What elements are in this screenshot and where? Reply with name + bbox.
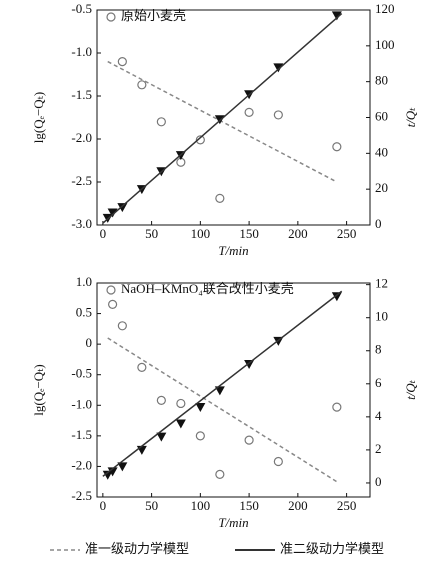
y2-tick-label: 80: [375, 73, 388, 88]
point: [137, 362, 147, 372]
y2-tick-label: 40: [375, 144, 388, 159]
y2-tick-label: 2: [375, 441, 382, 456]
y-tick-label: -1.0: [71, 396, 92, 411]
point: [107, 467, 118, 477]
point: [156, 117, 166, 127]
y2-tick-label: 120: [375, 1, 395, 16]
point: [102, 470, 113, 480]
x-tick-label: 250: [337, 498, 357, 513]
x-tick-label: 200: [288, 226, 308, 241]
y-tick-label: -1.5: [71, 87, 92, 102]
y2-tick-label: 8: [375, 342, 382, 357]
point: [273, 456, 283, 467]
legend-label: 原始小麦壳: [121, 8, 186, 23]
y2-axis-label: t/Qₜ: [403, 379, 418, 400]
fit-line: [107, 337, 338, 483]
point: [331, 11, 342, 21]
y-axis-label: lg(Qₑ−Qₜ): [31, 364, 46, 415]
legend-label: 准二级动力学模型: [280, 541, 384, 556]
legend-label: 准一级动力学模型: [85, 541, 189, 556]
y-tick-label: -2.5: [71, 173, 92, 188]
point: [156, 432, 167, 442]
point: [136, 445, 147, 455]
y2-tick-label: 12: [375, 276, 388, 291]
point: [117, 56, 127, 67]
y-tick-label: -1.5: [71, 427, 92, 442]
x-tick-label: 100: [191, 226, 211, 241]
y2-tick-label: 20: [375, 180, 388, 195]
point: [195, 431, 205, 441]
point: [273, 110, 283, 120]
x-tick-label: 150: [239, 226, 259, 241]
point: [117, 462, 128, 472]
legend-marker: [106, 12, 116, 22]
y-tick-label: -2.0: [71, 457, 92, 472]
point: [244, 107, 254, 117]
y-tick-label: 1.0: [76, 274, 92, 289]
point: [332, 402, 342, 412]
x-tick-label: 100: [191, 498, 211, 513]
y2-tick-label: 10: [375, 309, 388, 324]
point: [117, 203, 128, 213]
y-tick-label: -3.0: [71, 216, 92, 231]
x-tick-label: 0: [100, 498, 107, 513]
point: [195, 135, 205, 145]
y-axis-label: lg(Qₑ−Qₜ): [31, 92, 46, 143]
point: [214, 386, 225, 396]
y-tick-label: 0.5: [76, 305, 92, 320]
fit-line: [102, 290, 343, 477]
legend-marker: [106, 285, 116, 295]
point: [244, 435, 254, 445]
legend-label: NaOH–KMnO₄联合改性小麦壳: [121, 281, 294, 296]
y-tick-label: -0.5: [71, 366, 92, 381]
x-tick-label: 150: [239, 498, 259, 513]
point: [244, 359, 255, 369]
y-tick-label: -0.5: [71, 1, 92, 16]
point: [175, 419, 186, 429]
point: [332, 142, 342, 152]
x-tick-label: 50: [145, 498, 158, 513]
fit-line: [102, 13, 343, 224]
point: [331, 292, 342, 302]
y2-tick-label: 0: [375, 216, 382, 231]
y2-tick-label: 4: [375, 408, 382, 423]
point: [273, 63, 284, 73]
x-tick-label: 0: [100, 226, 107, 241]
point: [107, 299, 118, 309]
x-tick-label: 250: [337, 226, 357, 241]
y2-tick-label: 100: [375, 37, 395, 52]
x-tick-label: 50: [145, 226, 158, 241]
point: [117, 321, 127, 331]
point: [176, 398, 186, 409]
y-tick-label: -2.0: [71, 130, 92, 145]
plot-frame: [96, 282, 371, 498]
y-tick-label: -1.0: [71, 44, 92, 59]
x-tick-label: 200: [288, 498, 308, 513]
point: [215, 469, 225, 479]
y-tick-label: -2.5: [71, 488, 92, 503]
point: [195, 402, 206, 412]
fit-line: [107, 60, 338, 183]
point: [156, 395, 166, 405]
point: [215, 193, 225, 203]
y-tick-label: 0: [86, 335, 93, 350]
y2-tick-label: 6: [375, 375, 382, 390]
point: [137, 80, 147, 90]
x-axis-label: T/min: [218, 243, 248, 258]
y2-axis-label: t/Qₜ: [403, 107, 418, 128]
y2-tick-label: 0: [375, 474, 382, 489]
point: [107, 208, 118, 218]
y2-tick-label: 60: [375, 108, 388, 123]
x-axis-label: T/min: [218, 515, 248, 530]
